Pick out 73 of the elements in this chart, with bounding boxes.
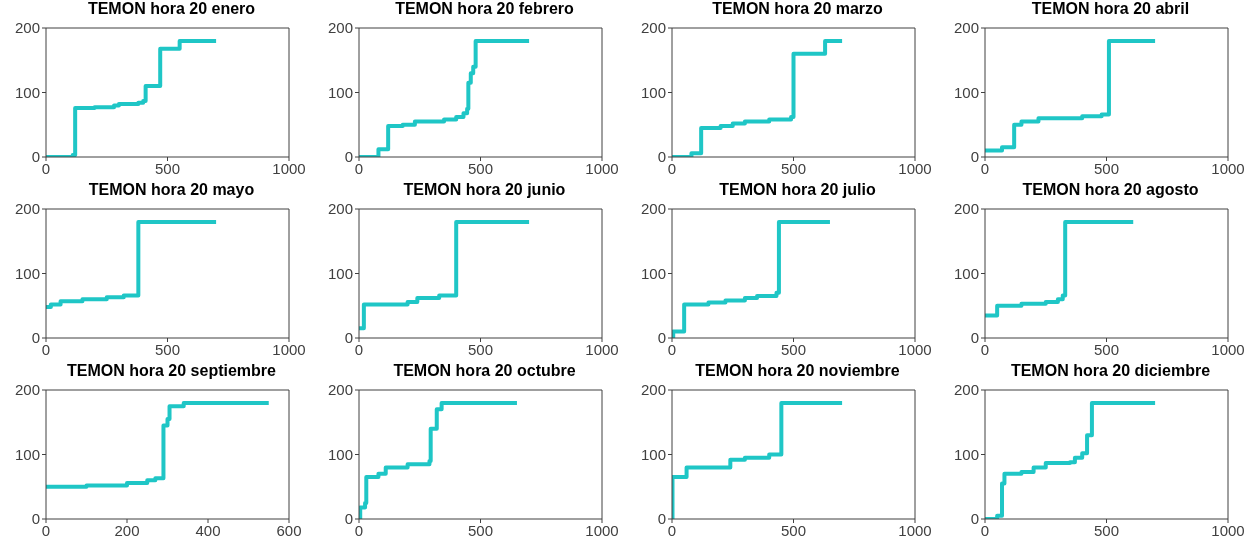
y-tick-label: 200: [640, 381, 666, 399]
y-tick-label: 200: [953, 19, 979, 37]
chart-title: TEMON hora 20 abril: [1031, 0, 1190, 17]
y-tick-label: 0: [344, 510, 353, 528]
y-tick-label: 200: [327, 19, 353, 37]
y-tick-label: 200: [14, 19, 40, 37]
y-tick-label: 0: [970, 329, 979, 347]
x-tick-label: 1000: [272, 340, 306, 358]
x-tick-label: 1000: [1211, 340, 1245, 358]
x-tick-label: 500: [154, 340, 181, 358]
y-tick-label: 200: [14, 200, 40, 218]
chart-title: TEMON hora 20 septiembre: [67, 362, 276, 379]
chart-title: TEMON hora 20 octubre: [393, 362, 576, 379]
chart-title: TEMON hora 20 febrero: [395, 0, 574, 17]
y-tick-label: 0: [31, 510, 40, 528]
x-tick-label: 500: [780, 521, 807, 539]
y-tick-label: 100: [327, 264, 353, 282]
y-tick-label: 200: [640, 200, 666, 218]
x-tick-label: 400: [195, 521, 221, 539]
chart-title: TEMON hora 20 mayo: [88, 181, 255, 198]
x-tick-label: 500: [780, 159, 807, 177]
y-tick-label: 0: [970, 510, 979, 528]
chart-title: TEMON hora 20 noviembre: [695, 362, 900, 379]
y-tick-label: 0: [344, 148, 353, 166]
x-tick-label: 500: [780, 340, 807, 358]
y-tick-label: 0: [657, 148, 666, 166]
x-tick-label: 1000: [898, 340, 932, 358]
y-tick-label: 200: [14, 381, 40, 399]
y-tick-label: 200: [327, 381, 353, 399]
x-tick-label: 1000: [898, 159, 932, 177]
y-tick-label: 0: [657, 510, 666, 528]
y-tick-label: 100: [640, 445, 666, 463]
x-tick-label: 200: [114, 521, 140, 539]
y-tick-label: 100: [953, 83, 979, 101]
chart-title: TEMON hora 20 enero: [87, 0, 256, 17]
y-tick-label: 100: [327, 83, 353, 101]
chart-title: TEMON hora 20 marzo: [712, 0, 883, 17]
chart-title: TEMON hora 20 agosto: [1022, 181, 1199, 198]
x-tick-label: 500: [467, 159, 494, 177]
chart-title: TEMON hora 20 julio: [719, 181, 876, 198]
x-tick-label: 500: [1093, 521, 1120, 539]
y-tick-label: 0: [31, 148, 40, 166]
x-tick-label: 500: [467, 340, 494, 358]
x-tick-label: 1000: [1211, 521, 1245, 539]
x-tick-label: 1000: [272, 159, 306, 177]
x-tick-label: 500: [1093, 159, 1120, 177]
y-tick-label: 200: [953, 381, 979, 399]
y-tick-label: 200: [327, 200, 353, 218]
x-tick-label: 1000: [585, 340, 619, 358]
y-tick-label: 200: [640, 19, 666, 37]
x-tick-label: 500: [467, 521, 494, 539]
y-tick-label: 100: [953, 445, 979, 463]
y-tick-label: 200: [953, 200, 979, 218]
y-tick-label: 100: [14, 264, 40, 282]
y-tick-label: 100: [640, 83, 666, 101]
x-tick-label: 1000: [585, 159, 619, 177]
y-tick-label: 100: [14, 445, 40, 463]
chart-title: TEMON hora 20 junio: [403, 181, 566, 198]
x-tick-label: 500: [154, 159, 181, 177]
y-tick-label: 100: [14, 83, 40, 101]
y-tick-label: 0: [657, 329, 666, 347]
y-tick-label: 0: [31, 329, 40, 347]
y-tick-label: 100: [640, 264, 666, 282]
y-tick-label: 0: [344, 329, 353, 347]
x-tick-label: 1000: [898, 521, 932, 539]
y-tick-label: 100: [327, 445, 353, 463]
chart-title: TEMON hora 20 diciembre: [1010, 362, 1211, 379]
y-tick-label: 100: [953, 264, 979, 282]
y-tick-label: 0: [970, 148, 979, 166]
x-tick-label: 1000: [585, 521, 619, 539]
x-tick-label: 1000: [1211, 159, 1245, 177]
x-tick-label: 500: [1093, 340, 1120, 358]
x-tick-label: 600: [276, 521, 302, 539]
